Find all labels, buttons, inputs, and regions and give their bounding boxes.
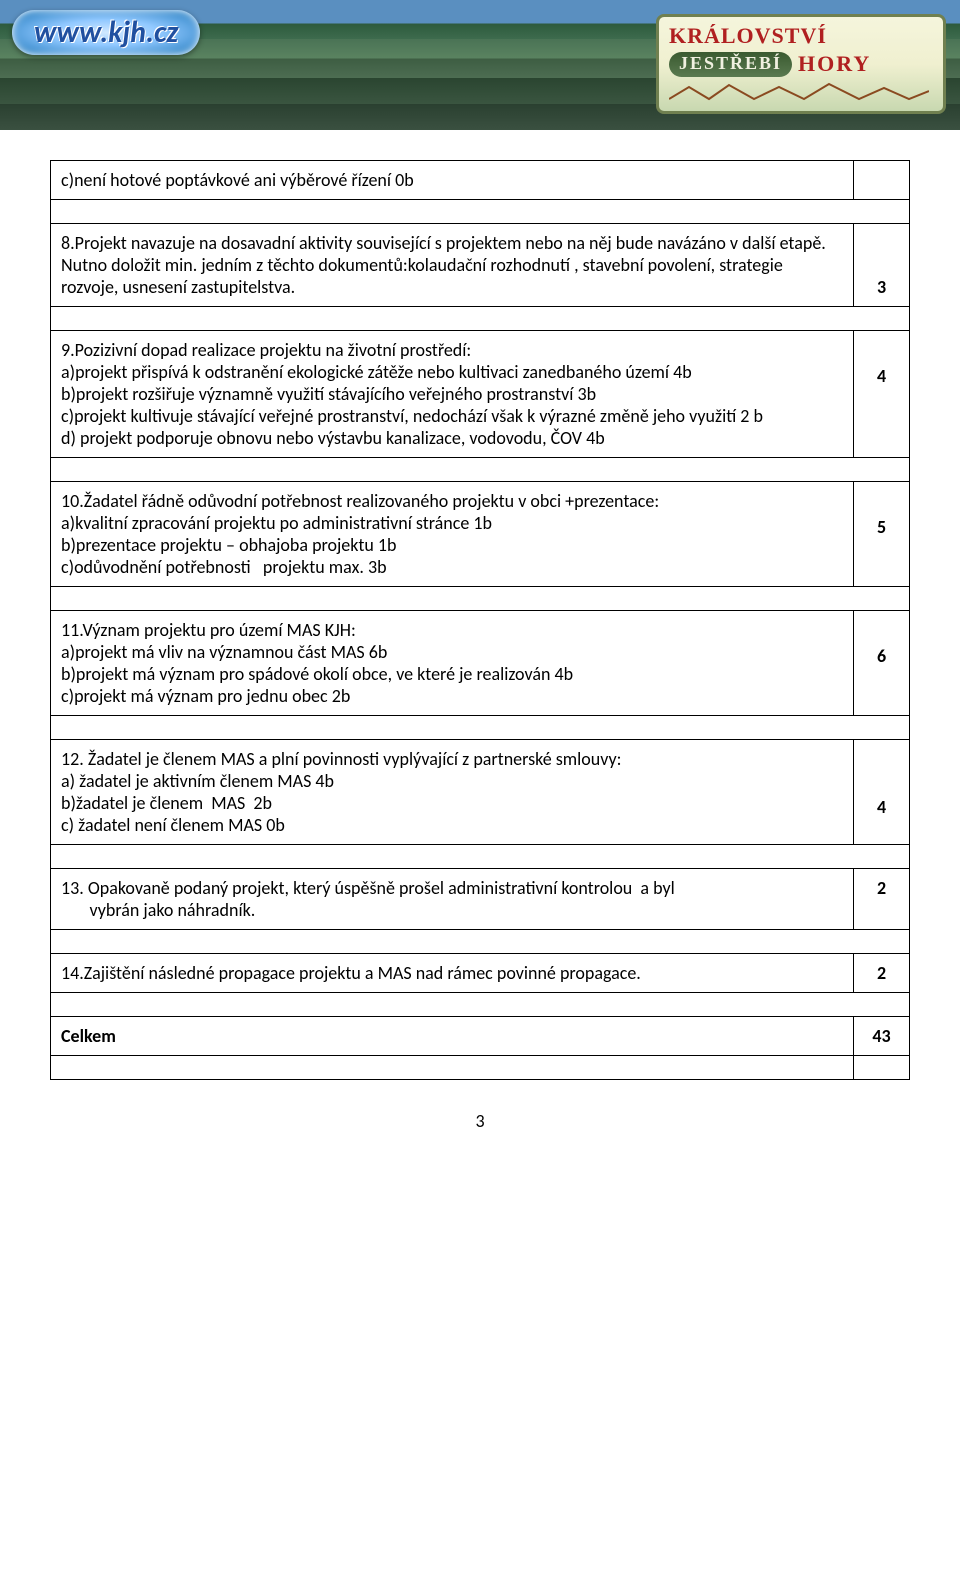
criterion-text: 10.Žadatel řádně odůvodní potřebnost rea… [51, 482, 854, 587]
total-label: Celkem [51, 1017, 854, 1056]
criterion-score: 2 [854, 869, 910, 930]
spacer-row [51, 930, 910, 954]
criterion-score: 6 [854, 611, 910, 716]
criterion-score: 3 [854, 224, 910, 307]
logo-pill: JESTŘEBÍ [669, 52, 792, 77]
total-score: 43 [854, 1017, 910, 1056]
criterion-text: 11.Význam projektu pro území MAS KJH: a)… [51, 611, 854, 716]
criterion-text: 12. Žadatel je členem MAS a plní povinno… [51, 740, 854, 845]
page-number: 3 [50, 1110, 910, 1132]
spacer-row [51, 458, 910, 482]
criterion-score: 5 [854, 482, 910, 587]
criteria-table: c)není hotové poptávkové ani výběrové ří… [50, 160, 910, 1080]
spacer-row [51, 587, 910, 611]
page-content: c)není hotové poptávkové ani výběrové ří… [0, 130, 960, 1172]
criterion-score: 4 [854, 740, 910, 845]
header-banner: www.kjh.cz KRÁLOVSTVÍ JESTŘEBÍ HORY [0, 0, 960, 130]
spacer-row [51, 716, 910, 740]
logo-line2: JESTŘEBÍ HORY [669, 51, 933, 77]
logo-line1: KRÁLOVSTVÍ [669, 23, 933, 49]
table-row: 10.Žadatel řádně odůvodní potřebnost rea… [51, 482, 910, 587]
criterion-text: 8.Projekt navazuje na dosavadní aktivity… [51, 224, 854, 307]
criterion-text: 14.Zajištění následné propagace projektu… [51, 954, 854, 993]
table-row: 8.Projekt navazuje na dosavadní aktivity… [51, 224, 910, 307]
criterion-text: 13. Opakovaně podaný projekt, který úspě… [51, 869, 854, 930]
criterion-text: 9.Pozizivní dopad realizace projektu na … [51, 331, 854, 458]
total-row: Celkem 43 [51, 1017, 910, 1056]
table-row: 14.Zajištění následné propagace projektu… [51, 954, 910, 993]
table-row: 13. Opakovaně podaný projekt, který úspě… [51, 869, 910, 930]
spacer-row [51, 993, 910, 1017]
spacer-row [51, 307, 910, 331]
spacer-row [51, 845, 910, 869]
criterion-score [854, 161, 910, 200]
logo-box: KRÁLOVSTVÍ JESTŘEBÍ HORY [656, 14, 946, 114]
criterion-score: 4 [854, 331, 910, 458]
empty-cell [51, 1056, 854, 1080]
criterion-text: c)není hotové poptávkové ani výběrové ří… [51, 161, 854, 200]
table-row: 9.Pozizivní dopad realizace projektu na … [51, 331, 910, 458]
criterion-score: 2 [854, 954, 910, 993]
mountains-icon [669, 81, 929, 101]
table-row: 12. Žadatel je členem MAS a plní povinno… [51, 740, 910, 845]
table-row: 11.Význam projektu pro území MAS KJH: a)… [51, 611, 910, 716]
logo-hory: HORY [798, 51, 871, 77]
empty-cell [854, 1056, 910, 1080]
spacer-row [51, 200, 910, 224]
spacer-row [51, 1056, 910, 1080]
site-url: www.kjh.cz [12, 10, 200, 55]
table-row: c)není hotové poptávkové ani výběrové ří… [51, 161, 910, 200]
